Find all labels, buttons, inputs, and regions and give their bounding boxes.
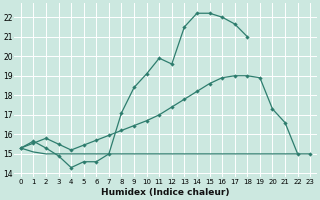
- X-axis label: Humidex (Indice chaleur): Humidex (Indice chaleur): [101, 188, 230, 197]
